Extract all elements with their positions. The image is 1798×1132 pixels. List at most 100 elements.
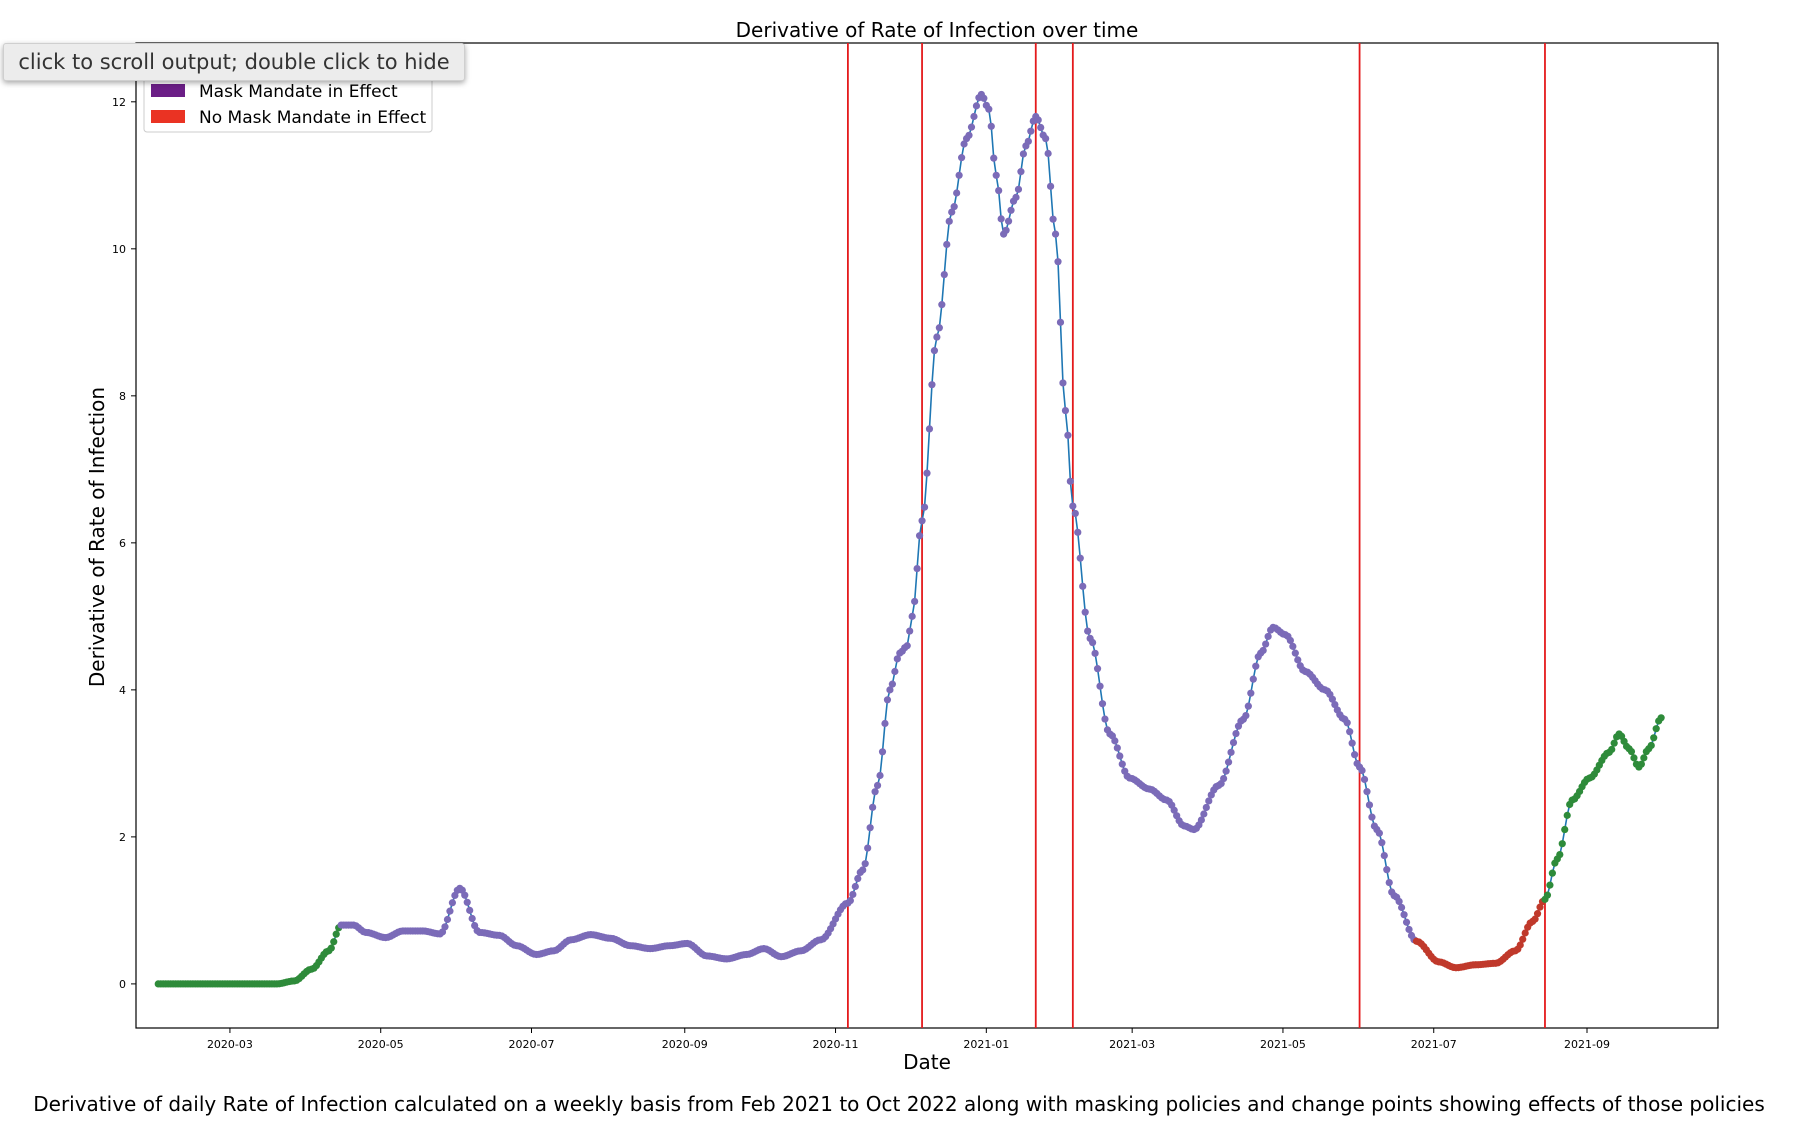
legend-label-no-mask: No Mask Mandate in Effect	[199, 108, 426, 128]
data-point	[1027, 127, 1035, 135]
output-scroll-toggle[interactable]: click to scroll output; double click to …	[3, 43, 465, 81]
data-point	[1558, 840, 1566, 848]
data-point	[1378, 839, 1386, 847]
data-point	[911, 597, 919, 606]
data-point	[1348, 739, 1356, 747]
legend-swatch-no-mask	[151, 110, 185, 123]
data-point	[1400, 911, 1408, 919]
data-point	[1205, 797, 1213, 805]
data-point	[1118, 760, 1126, 768]
data-point	[886, 686, 894, 694]
data-point	[923, 469, 931, 477]
data-point	[958, 154, 966, 162]
data-point	[1093, 665, 1102, 673]
data-point	[1069, 502, 1077, 510]
data-point	[1637, 760, 1645, 768]
data-point	[906, 627, 914, 635]
data-point	[1007, 206, 1015, 214]
change-point-lines	[847, 43, 1546, 1028]
data-point	[1531, 915, 1539, 923]
data-point	[1002, 226, 1010, 234]
data-point	[1064, 431, 1072, 439]
data-point	[1630, 754, 1638, 762]
data-point	[873, 781, 882, 790]
y-axis-ticks: 0 2 4 6 8 10 12	[112, 96, 136, 991]
data-point	[995, 186, 1003, 195]
data-point	[1556, 850, 1564, 859]
figure-caption: Derivative of daily Rate of Infection ca…	[33, 1092, 1765, 1116]
data-point	[1536, 903, 1544, 911]
data-point	[869, 803, 877, 811]
data-point	[1516, 941, 1524, 949]
legend-swatch-mask	[151, 84, 185, 97]
x-tick-label: 2021-05	[1260, 1038, 1306, 1051]
data-point	[1197, 816, 1205, 824]
data-point	[443, 915, 452, 924]
data-point	[1647, 741, 1655, 750]
y-tick-label: 12	[112, 96, 126, 109]
data-point	[1244, 702, 1252, 710]
data-point	[1089, 638, 1097, 647]
data-point	[1259, 646, 1267, 655]
data-point	[1019, 150, 1027, 158]
x-tick-label: 2021-09	[1564, 1038, 1610, 1051]
data-point	[938, 301, 946, 309]
data-point	[1610, 739, 1618, 747]
y-tick-label: 0	[119, 978, 126, 991]
data-point	[1365, 801, 1374, 809]
data-point	[1113, 744, 1121, 752]
data-point	[1054, 258, 1062, 266]
data-point	[1049, 215, 1057, 223]
data-point	[1042, 134, 1050, 143]
data-point	[461, 891, 469, 899]
data-point	[1017, 168, 1025, 176]
data-point	[1037, 123, 1045, 132]
data-point	[1081, 608, 1089, 616]
data-point	[985, 105, 993, 113]
y-axis-label: Derivative of Rate of Infection	[85, 387, 109, 687]
data-point	[997, 215, 1005, 223]
data-point	[1229, 738, 1238, 747]
data-point	[878, 748, 887, 756]
data-point	[1291, 649, 1299, 657]
data-point	[883, 696, 892, 704]
data-point	[945, 217, 953, 225]
data-point	[854, 874, 862, 883]
data-point	[1652, 725, 1660, 733]
data-point	[466, 906, 474, 914]
x-tick-label: 2020-11	[813, 1038, 859, 1051]
data-point	[1116, 752, 1124, 760]
data-point	[1650, 734, 1658, 742]
data-point	[1004, 217, 1013, 225]
data-point	[1227, 748, 1235, 756]
data-point	[1385, 878, 1393, 887]
data-point	[1012, 193, 1020, 201]
data-point	[955, 171, 963, 179]
data-point	[327, 944, 335, 952]
data-point	[1368, 813, 1376, 821]
data-point	[888, 680, 896, 688]
data-point	[948, 208, 956, 216]
data-point	[1358, 766, 1366, 775]
data-point	[1066, 477, 1074, 485]
y-tick-label: 6	[119, 537, 126, 550]
x-tick-label: 2021-07	[1411, 1038, 1457, 1051]
data-point	[1405, 925, 1413, 934]
x-tick-label: 2021-03	[1109, 1038, 1155, 1051]
data-point	[851, 882, 859, 891]
data-point	[1061, 406, 1070, 415]
data-point	[1375, 829, 1383, 837]
data-point	[1084, 627, 1092, 635]
data-point	[908, 612, 916, 620]
x-tick-label: 2020-09	[662, 1038, 708, 1051]
data-point	[918, 517, 926, 525]
data-point	[1242, 712, 1250, 720]
data-point	[1262, 640, 1270, 648]
data-point	[965, 131, 973, 139]
data-point	[987, 122, 995, 130]
data-point	[1046, 182, 1055, 190]
data-point	[1519, 935, 1527, 943]
x-axis-ticks: 2020-03 2020-05 2020-07 2020-09 2020-11 2021-…	[207, 1028, 1610, 1051]
data-point	[940, 270, 948, 279]
